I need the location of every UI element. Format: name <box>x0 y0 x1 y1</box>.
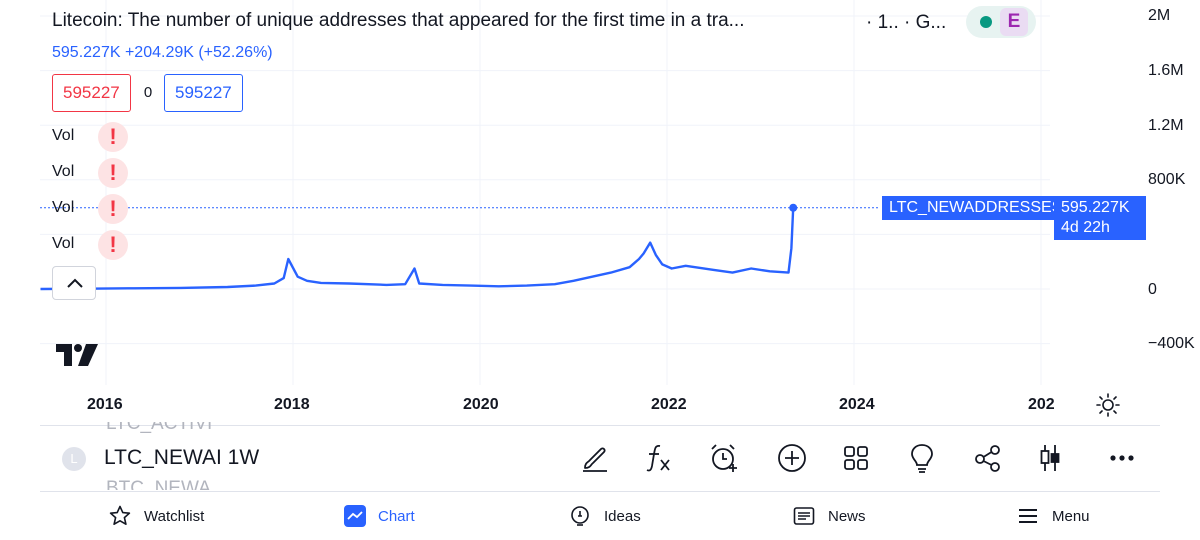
tradingview-logo[interactable] <box>56 344 98 366</box>
nav-chart[interactable]: Chart <box>344 504 415 528</box>
x-tick: 202 <box>1028 396 1055 413</box>
chevron-up-icon <box>67 278 83 288</box>
bar-countdown: 4d 22h <box>1061 219 1110 236</box>
price-change: 595.227K +204.29K (+52.26%) <box>52 44 273 61</box>
series-last-point <box>789 203 798 212</box>
plus-circle-icon[interactable] <box>774 440 810 476</box>
chart-icon <box>344 505 366 527</box>
x-tick: 2018 <box>274 396 310 413</box>
star-icon <box>109 505 131 525</box>
nav-label: Chart <box>378 507 415 525</box>
indicator-label[interactable]: Vol <box>52 127 75 144</box>
x-tick: 2016 <box>87 396 123 413</box>
news-icon <box>793 507 815 525</box>
last-price-value: 595.227K <box>1061 199 1130 216</box>
function-icon[interactable] <box>640 440 676 476</box>
nav-ideas[interactable]: Ideas <box>568 504 641 528</box>
nav-label: Menu <box>1052 507 1090 525</box>
candles-icon[interactable] <box>1032 440 1068 476</box>
share-icon[interactable] <box>970 440 1006 476</box>
x-tick: 2022 <box>651 396 687 413</box>
y-tick: 2M <box>1148 7 1171 24</box>
warning-icon[interactable]: ! <box>98 230 128 260</box>
more-icon[interactable] <box>1104 440 1140 476</box>
adjacent-symbol-below: BTC_NEWA <box>106 478 211 490</box>
price-chart[interactable] <box>0 0 1200 425</box>
ideas-icon <box>571 506 589 526</box>
nav-watchlist[interactable]: Watchlist <box>108 504 204 528</box>
brush-icon[interactable] <box>577 440 613 476</box>
y-tick: 800K <box>1148 171 1186 188</box>
warning-icon[interactable]: ! <box>98 194 128 224</box>
x-tick: 2024 <box>839 396 875 413</box>
interval-exchange-label: · 1.. · G... <box>866 12 947 33</box>
adjacent-symbol-above: LTC_ACTIVI <box>106 422 213 434</box>
spread-value: 0 <box>143 84 153 101</box>
series-line <box>40 207 795 291</box>
hamburger-icon <box>1019 509 1037 523</box>
settings-sun-icon[interactable] <box>1096 393 1120 417</box>
nav-label: News <box>828 507 866 525</box>
indicator-label[interactable]: Vol <box>52 199 75 216</box>
buy-price-box[interactable]: 595227 <box>164 74 243 112</box>
nav-label: Ideas <box>604 507 641 525</box>
y-tick: 1.6M <box>1148 62 1184 79</box>
symbol-selector[interactable]: LTC_NEWAI 1W <box>104 446 260 469</box>
y-tick: 1.2M <box>1148 117 1184 134</box>
y-tick: 0 <box>1148 281 1157 298</box>
nav-news[interactable]: News <box>792 504 866 528</box>
nav-label: Watchlist <box>144 507 205 525</box>
last-price-tag[interactable]: 595.227K 4d 22h <box>1054 196 1146 240</box>
warning-icon[interactable]: ! <box>98 158 128 188</box>
nav-divider <box>40 491 1160 492</box>
indicator-label[interactable]: Vol <box>52 235 75 252</box>
lightbulb-icon[interactable] <box>904 440 940 476</box>
y-tick: −400K <box>1148 335 1195 352</box>
chart-title: Litecoin: The number of unique addresses… <box>52 10 745 31</box>
series-name-tag[interactable]: LTC_NEWADDRESSES <box>882 196 1070 220</box>
data-source-badge[interactable]: E <box>1000 8 1028 36</box>
collapse-legend-button[interactable] <box>52 266 96 300</box>
alarm-add-icon[interactable] <box>706 440 742 476</box>
sell-price-box[interactable]: 595227 <box>52 74 131 112</box>
nav-menu[interactable]: Menu <box>1016 504 1090 528</box>
warning-icon[interactable]: ! <box>98 122 128 152</box>
indicator-label[interactable]: Vol <box>52 163 75 180</box>
symbol-badge: L <box>62 447 86 471</box>
toolbar-divider <box>40 425 1160 426</box>
x-tick: 2020 <box>463 396 499 413</box>
grid-icon[interactable] <box>838 440 874 476</box>
market-open-dot <box>980 16 992 28</box>
